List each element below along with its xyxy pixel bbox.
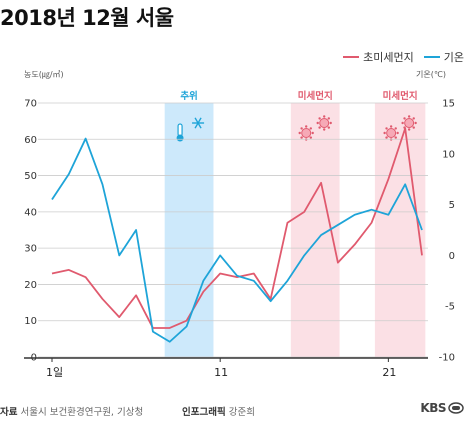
y-right-tick-label: 15: [442, 99, 455, 110]
virus-body: [319, 118, 330, 128]
virus-body: [301, 128, 312, 138]
highlight-label-0: 추위: [180, 90, 197, 102]
y-left-tick-label: 40: [24, 207, 37, 218]
credit-value: 강준희: [228, 407, 255, 418]
snowflake-arm: [194, 117, 202, 129]
virus-spike: [300, 127, 303, 130]
virus-spike: [309, 127, 313, 130]
kbs-logo-mark-icon: [448, 402, 464, 414]
source-value: 서울시 보건환경연구원, 기상청: [20, 407, 144, 418]
virus-spike: [318, 117, 321, 120]
virus-spike: [407, 115, 411, 118]
y-left-tick-label: 30: [24, 244, 37, 255]
credit-label: 인포그래픽: [182, 407, 226, 418]
virus-spike: [327, 126, 331, 129]
virus-spike: [385, 127, 388, 130]
kbs-logo-text: KBS: [420, 401, 446, 415]
y-left-axis-label: 농도(㎍/㎥): [24, 70, 64, 80]
y-right-tick-label: -5: [445, 302, 455, 313]
virus-body: [404, 118, 415, 128]
virus-spike: [403, 117, 406, 120]
virus-spike: [323, 128, 326, 131]
y-left-tick-label: 70: [24, 99, 37, 110]
highlight-band-1: [290, 103, 340, 357]
legend-item-pm25: 초미세먼지: [343, 49, 414, 65]
x-tick-label: 21: [382, 366, 396, 379]
legend-label-pm25: 초미세먼지: [363, 51, 414, 64]
virus-spike: [396, 131, 399, 135]
virus-spike: [329, 121, 332, 125]
series-line-pm25: [51, 127, 423, 329]
virus-spike: [385, 136, 388, 139]
source-label: 자료: [0, 407, 18, 418]
virus-spike: [412, 117, 415, 120]
virus-spike: [394, 136, 397, 139]
highlight-label-2: 미세먼지: [383, 90, 418, 102]
legend-swatch-temperature: [423, 56, 440, 58]
virus-spike: [407, 128, 411, 131]
virus-icon-2-1: [401, 115, 417, 131]
virus-icon-1-1: [316, 115, 332, 131]
x-tick-label: 11: [214, 366, 228, 379]
virus-spike: [401, 121, 404, 125]
y-right-tick-label: 0: [449, 251, 455, 262]
highlight-label-1: 미세먼지: [298, 90, 333, 102]
source-note: 자료 서울시 보건환경연구원, 기상청: [0, 404, 143, 418]
y-right-tick-label: 5: [449, 200, 455, 211]
virus-spike: [311, 131, 314, 135]
virus-spike: [305, 125, 308, 128]
y-left-tick-label: 10: [24, 316, 37, 327]
virus-body: [386, 128, 397, 138]
thermometer-bulb: [176, 134, 184, 142]
chart-area: 추위미세먼지미세먼지010203040506070-10-5051015농도(㎍…: [24, 70, 455, 379]
legend-swatch-pm25: [343, 56, 360, 58]
virus-spike: [389, 125, 393, 128]
virus-spike: [323, 115, 326, 118]
legend-label-temperature: 기온: [443, 51, 464, 64]
y-right-tick-label: -10: [439, 353, 455, 364]
virus-spike: [316, 121, 319, 125]
legend-item-temperature: 기온: [423, 49, 464, 65]
virus-spike: [309, 136, 313, 139]
virus-spike: [318, 126, 321, 129]
y-right-axis-label: 기온(℃): [416, 70, 446, 79]
thermometer-tube: [177, 123, 183, 137]
y-left-tick-label: 50: [24, 171, 37, 182]
virus-spike: [327, 117, 331, 120]
virus-spike: [383, 131, 386, 135]
virus-icon-1-0: [298, 125, 314, 141]
y-left-tick-label: 60: [24, 135, 37, 146]
footer: 자료 서울시 보건환경연구원, 기상청 인포그래픽 강준희 KBS: [0, 399, 474, 421]
virus-spike: [298, 131, 301, 135]
chart-title: 2018년 12월 서울: [0, 6, 174, 30]
x-tick-label: 1일: [46, 365, 63, 379]
y-right-tick-label: 10: [442, 149, 455, 160]
virus-spike: [414, 121, 417, 125]
thermometer-icon-0-0: [176, 123, 184, 142]
y-left-tick-label: 20: [24, 280, 37, 291]
virus-spike: [394, 127, 397, 130]
snowflake-icon-0-1: [192, 117, 205, 129]
virus-spike: [300, 136, 303, 139]
series-line-temperature: [51, 137, 423, 343]
credit-note: 인포그래픽 강준희: [182, 404, 255, 418]
virus-spike: [412, 126, 415, 129]
legend: 초미세먼지 기온: [343, 49, 464, 65]
kbs-logo: KBS: [420, 401, 464, 415]
virus-icon-2-0: [383, 125, 399, 141]
